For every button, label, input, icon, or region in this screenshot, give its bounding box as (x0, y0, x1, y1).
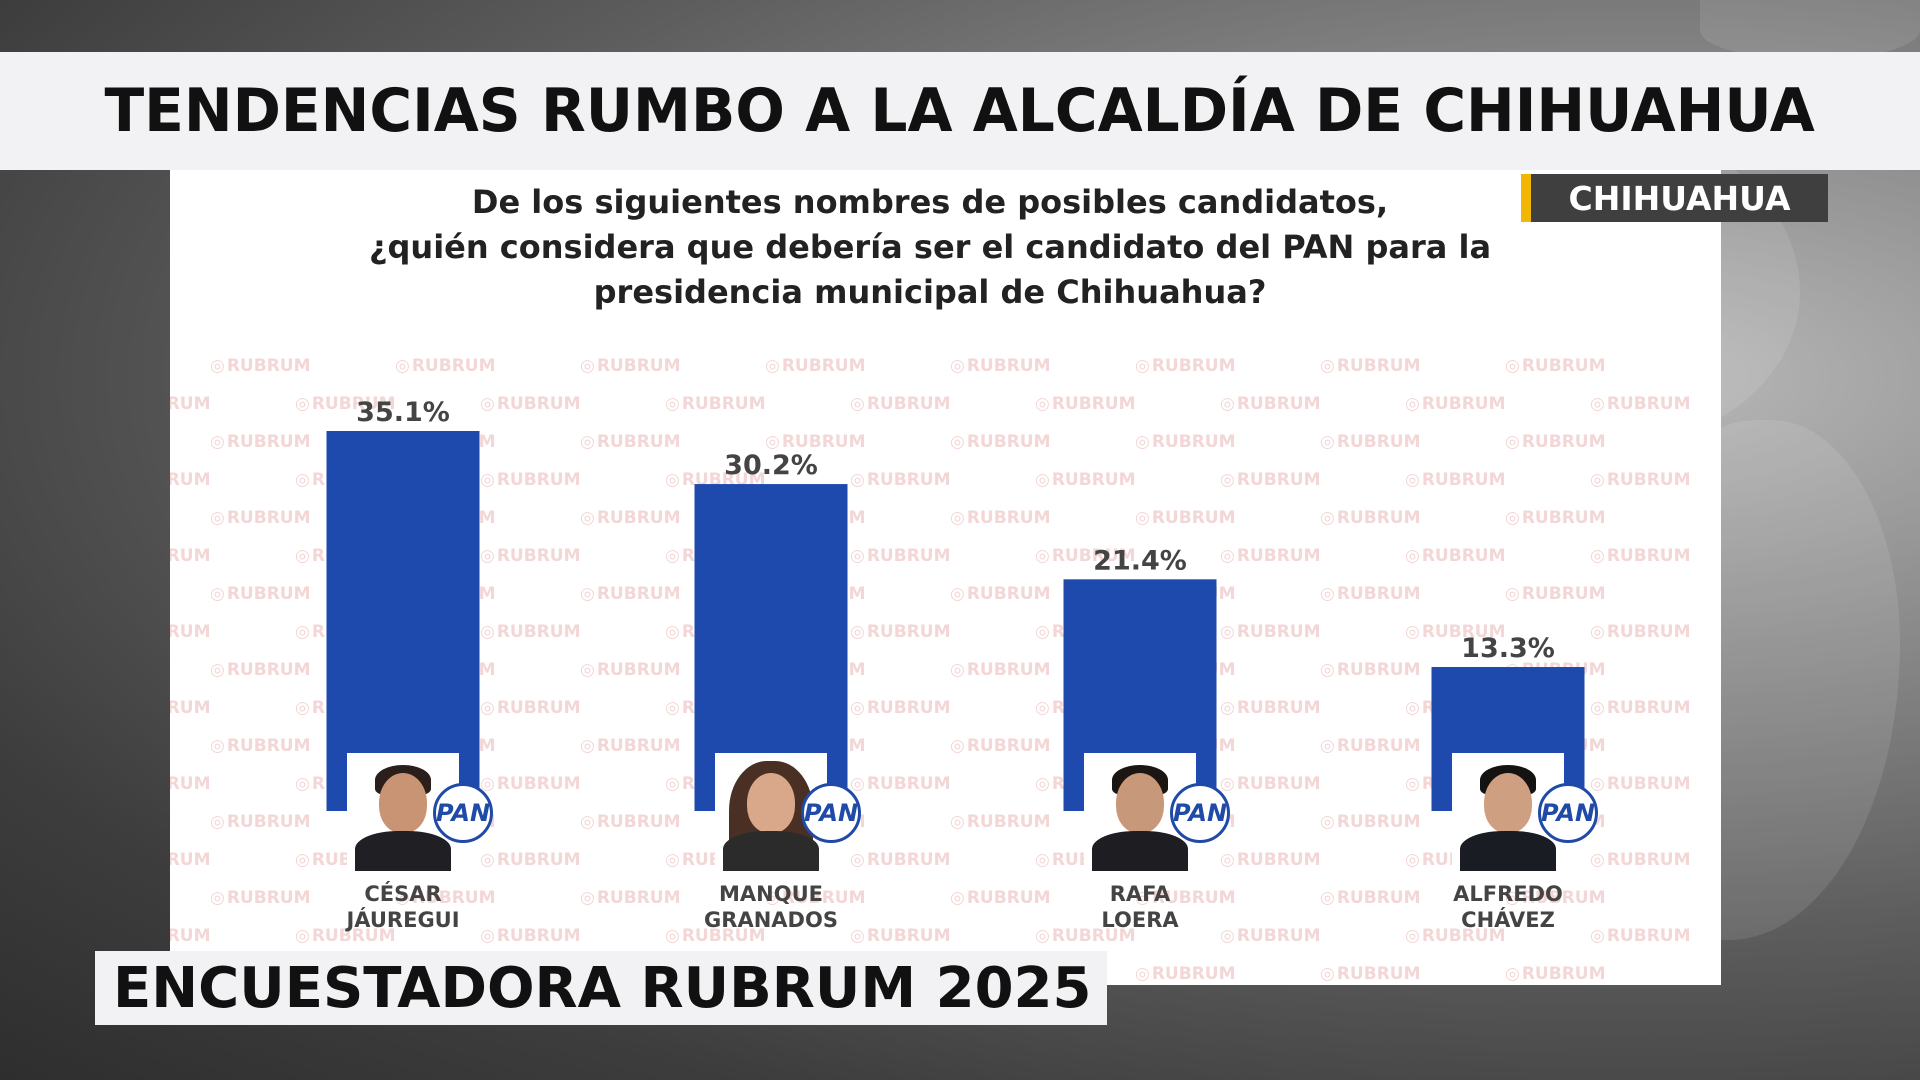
location-tag-label: CHIHUAHUA (1568, 178, 1791, 218)
data-label: 30.2% (724, 450, 818, 481)
bar (326, 431, 480, 811)
question-line: presidencia municipal de Chihuahua? (593, 273, 1267, 311)
footer-bar: ENCUESTADORA RUBRUM 2025 (95, 951, 1107, 1025)
candidate-name-line: ALFREDO (1453, 882, 1563, 906)
pan-logo-icon: PAN (1538, 783, 1598, 843)
candidate-name: MANQUE GRANADOS (651, 881, 891, 933)
candidate-photo (1084, 753, 1196, 871)
candidate-name: ALFREDO CHÁVEZ (1388, 881, 1628, 933)
data-label: 21.4% (1093, 545, 1187, 576)
candidate-name-line: LOERA (1101, 908, 1179, 932)
chart-question: De los siguientes nombres de posibles ca… (170, 180, 1690, 315)
pan-logo-icon: PAN (801, 783, 861, 843)
candidate-name-line: RAFA (1109, 882, 1171, 906)
candidate-name-line: CHÁVEZ (1461, 908, 1555, 932)
candidate-name: RAFA LOERA (1020, 881, 1260, 933)
candidate-name-line: GRANADOS (704, 908, 838, 932)
candidate-name-line: MANQUE (719, 882, 823, 906)
page-title: TENDENCIAS RUMBO A LA ALCALDÍA DE CHIHUA… (104, 76, 1816, 146)
chart-panel: RUBRUMRUBRUMRUBRUMRUBRUMRUBRUMRUBRUMRUBR… (170, 170, 1721, 985)
location-tag: CHIHUAHUA (1521, 174, 1828, 222)
background-map-shape (1700, 0, 1920, 60)
data-label: 35.1% (356, 397, 450, 428)
candidate-name-line: CÉSAR (364, 882, 442, 906)
title-bar: TENDENCIAS RUMBO A LA ALCALDÍA DE CHIHUA… (0, 52, 1920, 170)
data-label: 13.3% (1461, 633, 1555, 664)
candidate-name: CÉSAR JÁUREGUI (283, 881, 523, 933)
pan-logo-icon: PAN (433, 783, 493, 843)
question-line: ¿quién considera que debería ser el cand… (368, 228, 1492, 266)
footer-title: ENCUESTADORA RUBRUM 2025 (113, 955, 1092, 1021)
question-line: De los siguientes nombres de posibles ca… (471, 183, 1389, 221)
pan-logo-icon: PAN (1170, 783, 1230, 843)
candidate-name-line: JÁUREGUI (346, 908, 460, 932)
